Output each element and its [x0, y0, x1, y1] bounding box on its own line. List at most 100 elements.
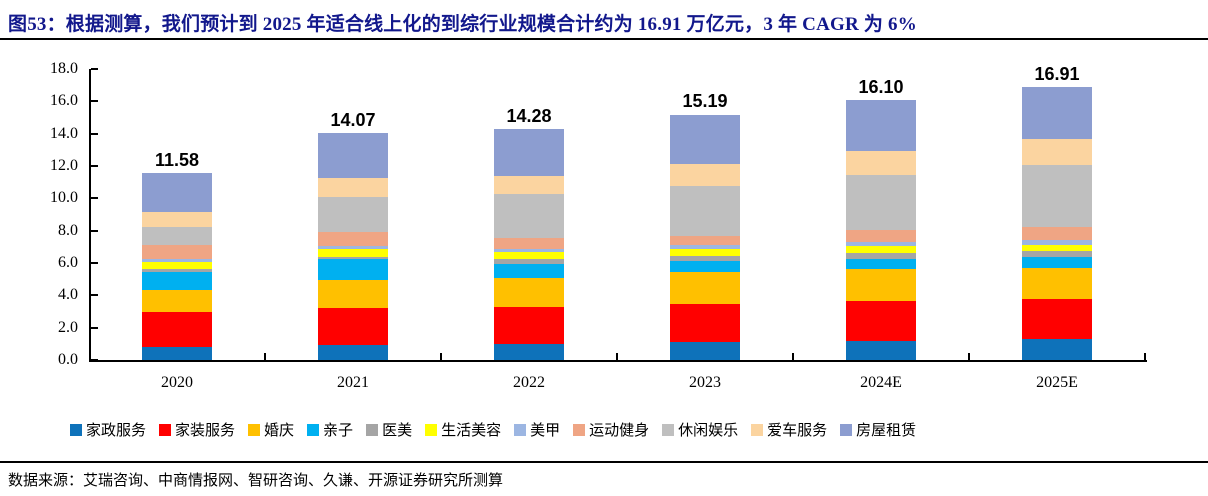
bar-segment-亲子 [670, 260, 740, 272]
bar-segment-美甲 [670, 245, 740, 250]
x-tick-mark [1144, 353, 1146, 361]
y-tick-mark [91, 165, 98, 167]
bar-segment-休闲娱乐 [494, 194, 564, 238]
legend-label: 爱车服务 [767, 423, 828, 439]
y-tick-label: 2.0 [58, 318, 78, 336]
bar-segment-房屋租赁 [494, 129, 564, 176]
bar-segment-家装服务 [670, 304, 740, 343]
legend-item-运动健身: 运动健身 [573, 419, 649, 440]
bar-group-2025E: 16.91 [969, 64, 1145, 360]
x-tick-label-2024E: 2024E [860, 374, 902, 391]
legend-label: 运动健身 [589, 423, 650, 439]
x-axis-line [89, 360, 1147, 362]
bar-segment-生活美容 [846, 246, 916, 254]
bar-segment-休闲娱乐 [318, 196, 388, 232]
y-tick-label: 8.0 [58, 221, 78, 239]
y-tick-mark [91, 229, 98, 232]
bar-segment-家政服务 [670, 342, 740, 360]
bar-segment-生活美容 [318, 249, 388, 257]
bar-segment-医美 [670, 255, 740, 261]
bar-segment-美甲 [494, 248, 564, 252]
y-tick-mark [91, 326, 98, 329]
bar-segment-婚庆 [1022, 268, 1092, 299]
legend-swatch-icon [662, 423, 675, 436]
x-tick-mark [792, 353, 794, 361]
bar-segment-房屋租赁 [670, 114, 740, 164]
bar-segment-医美 [846, 253, 916, 259]
bar-segment-房屋租赁 [142, 172, 212, 213]
bar-segment-家政服务 [142, 347, 212, 360]
bar-segment-休闲娱乐 [142, 226, 212, 246]
bar-segment-爱车服务 [1022, 139, 1092, 166]
legend-item-婚庆: 婚庆 [248, 419, 294, 440]
x-tick-label-2023: 2023 [689, 374, 721, 391]
source-note: 数据来源：艾瑞咨询、中商情报网、智研咨询、久谦、开源证券研究所测算 [8, 473, 504, 489]
legend-swatch-icon [366, 423, 379, 436]
legend-swatch-icon [425, 423, 438, 436]
x-tick-label-2025E: 2025E [1036, 374, 1078, 391]
legend-label: 婚庆 [264, 423, 295, 439]
y-tick-label: 16.0 [50, 92, 78, 110]
legend-label: 美甲 [530, 423, 561, 439]
bar-group-2021: 14.07 [265, 69, 441, 360]
legend-label: 家政服务 [86, 423, 147, 439]
bar-segment-房屋租赁 [318, 132, 388, 179]
legend-label: 生活美容 [441, 423, 502, 439]
legend-item-房屋租赁: 房屋租赁 [840, 419, 916, 440]
x-tick-mark [440, 353, 442, 361]
bar-segment-美甲 [142, 258, 212, 262]
bar-total-label: 14.28 [506, 106, 552, 127]
legend-swatch-icon [307, 423, 320, 436]
bar-group-2024E: 16.10 [793, 69, 969, 360]
legend-label: 休闲娱乐 [678, 423, 739, 439]
bar-segment-房屋租赁 [1022, 86, 1092, 140]
bar-group-2023: 15.19 [617, 69, 793, 360]
bar-total-label: 16.91 [1034, 63, 1080, 84]
bar-segment-爱车服务 [670, 163, 740, 187]
bar-total-label: 15.19 [682, 91, 728, 112]
bar-segment-爱车服务 [846, 150, 916, 175]
stacked-bar [1022, 86, 1092, 360]
legend-item-休闲娱乐: 休闲娱乐 [662, 419, 738, 440]
legend-label: 医美 [382, 423, 413, 439]
bar-group-2022: 14.28 [441, 69, 617, 360]
x-tick-label-2020: 2020 [161, 374, 193, 391]
legend-label: 家装服务 [175, 423, 236, 439]
title-divider [0, 38, 1208, 40]
bar-segment-休闲娱乐 [670, 186, 740, 236]
bar-segment-婚庆 [846, 268, 916, 301]
bar-segment-婚庆 [142, 289, 212, 312]
bar-segment-美甲 [318, 246, 388, 250]
legend-swatch-icon [248, 423, 261, 436]
bar-segment-生活美容 [670, 249, 740, 256]
bar-segment-运动健身 [142, 245, 212, 259]
legend-label: 亲子 [323, 423, 354, 439]
y-tick-mark [91, 262, 98, 264]
y-tick-mark [91, 294, 98, 297]
stacked-bar [670, 114, 740, 360]
stacked-bar [494, 129, 564, 360]
legend-item-爱车服务: 爱车服务 [751, 419, 827, 440]
stacked-bar [318, 132, 388, 360]
legend-swatch-icon [159, 423, 172, 436]
x-tick-mark [968, 353, 970, 361]
bar-segment-家政服务 [318, 345, 388, 360]
bar-segment-休闲娱乐 [1022, 165, 1092, 228]
bar-segment-家装服务 [1022, 298, 1092, 340]
legend-item-美甲: 美甲 [514, 419, 560, 440]
bar-segment-亲子 [494, 263, 564, 278]
y-tick-mark [91, 68, 98, 70]
bar-segment-生活美容 [142, 261, 212, 269]
bar-total-label: 11.58 [154, 149, 200, 170]
legend-swatch-icon [514, 423, 527, 436]
bar-segment-运动健身 [846, 229, 916, 243]
bar-segment-爱车服务 [494, 175, 564, 195]
bar-segment-亲子 [142, 271, 212, 290]
y-tick-mark [91, 132, 98, 135]
bar-segment-亲子 [1022, 256, 1092, 269]
source-divider [0, 461, 1208, 463]
legend-item-家政服务: 家政服务 [70, 419, 146, 440]
legend-item-生活美容: 生活美容 [425, 419, 501, 440]
bar-segment-婚庆 [670, 271, 740, 305]
y-tick-label: 18.0 [50, 60, 78, 77]
